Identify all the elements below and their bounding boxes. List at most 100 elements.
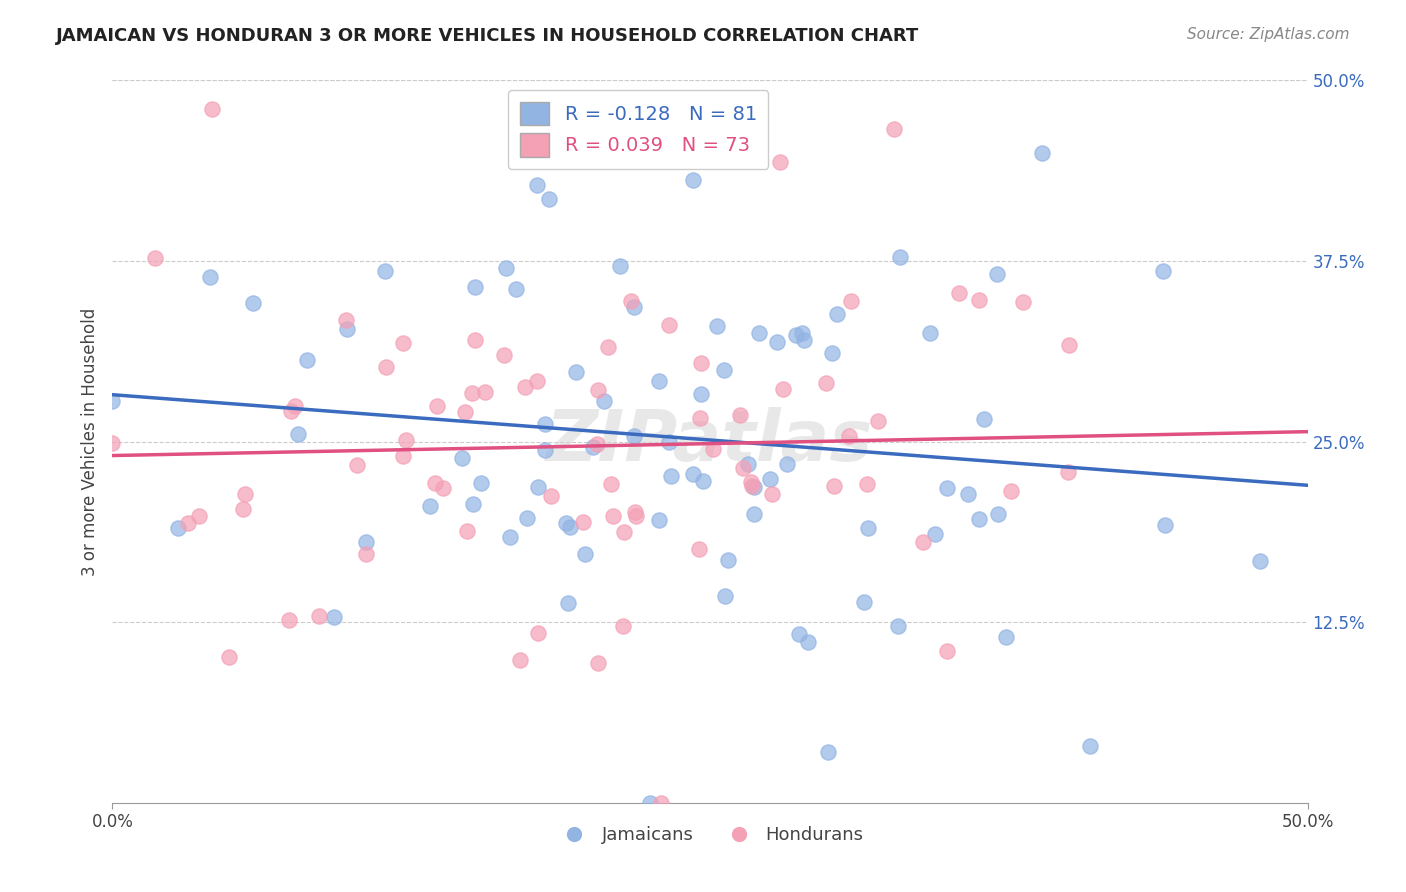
Jamaicans — [198, 270, 221, 285]
Jamaicans — [295, 352, 318, 367]
Hondurans — [883, 122, 905, 136]
Jamaicans — [717, 553, 740, 567]
Jamaicans — [623, 301, 645, 315]
Hondurans — [868, 414, 890, 428]
Jamaicans — [464, 280, 486, 294]
Hondurans — [375, 360, 398, 375]
Jamaicans — [1152, 264, 1174, 278]
Jamaicans — [825, 307, 848, 321]
Hondurans — [598, 340, 620, 354]
Jamaicans — [505, 282, 527, 296]
Jamaicans — [856, 521, 879, 535]
Hondurans — [839, 293, 862, 308]
Hondurans — [1057, 465, 1080, 479]
Jamaicans — [742, 480, 765, 494]
Jamaicans — [574, 547, 596, 561]
Hondurans — [1057, 337, 1080, 351]
Jamaicans — [555, 516, 578, 530]
Text: JAMAICAN VS HONDURAN 3 OR MORE VEHICLES IN HOUSEHOLD CORRELATION CHART: JAMAICAN VS HONDURAN 3 OR MORE VEHICLES … — [56, 27, 920, 45]
Jamaicans — [742, 507, 765, 521]
Hondurans — [474, 384, 496, 399]
Jamaicans — [785, 328, 807, 343]
Jamaicans — [101, 393, 124, 408]
Jamaicans — [790, 326, 813, 340]
Hondurans — [856, 477, 879, 491]
Jamaicans — [973, 412, 995, 426]
Hondurans — [623, 505, 645, 519]
Jamaicans — [918, 326, 941, 340]
Jamaicans — [659, 468, 682, 483]
Hondurans — [658, 318, 681, 333]
Hondurans — [585, 437, 607, 451]
Jamaicans — [956, 487, 979, 501]
Hondurans — [967, 293, 990, 307]
Jamaicans — [287, 427, 309, 442]
Jamaicans — [560, 520, 582, 534]
Jamaicans — [662, 102, 685, 116]
Hondurans — [232, 502, 254, 516]
Hondurans — [218, 650, 240, 665]
Jamaicans — [1031, 146, 1053, 161]
Jamaicans — [609, 259, 631, 273]
Hondurans — [461, 386, 484, 401]
Hondurans — [741, 479, 763, 493]
Hondurans — [432, 481, 454, 495]
Hondurans — [526, 374, 548, 388]
Hondurans — [346, 458, 368, 472]
Hondurans — [464, 334, 486, 348]
Jamaicans — [887, 619, 910, 633]
Jamaicans — [557, 596, 579, 610]
Hondurans — [527, 626, 550, 640]
Hondurans — [936, 644, 959, 658]
Jamaicans — [638, 796, 661, 810]
Hondurans — [740, 475, 762, 489]
Jamaicans — [537, 192, 560, 206]
Jamaicans — [534, 443, 557, 458]
Jamaicans — [692, 474, 714, 488]
Hondurans — [423, 475, 446, 490]
Jamaicans — [748, 326, 770, 340]
Jamaicans — [796, 635, 818, 649]
Hondurans — [391, 449, 413, 463]
Hondurans — [278, 613, 301, 627]
Jamaicans — [534, 417, 557, 431]
Text: Source: ZipAtlas.com: Source: ZipAtlas.com — [1187, 27, 1350, 42]
Hondurans — [772, 382, 794, 396]
Jamaicans — [889, 250, 911, 264]
Jamaicans — [470, 475, 492, 490]
Jamaicans — [994, 631, 1017, 645]
Hondurans — [492, 348, 515, 362]
Jamaicans — [714, 589, 737, 603]
Hondurans — [912, 535, 935, 549]
Hondurans — [586, 656, 609, 670]
Jamaicans — [706, 319, 728, 334]
Hondurans — [391, 336, 413, 351]
Hondurans — [612, 619, 634, 633]
Legend: Jamaicans, Hondurans: Jamaicans, Hondurans — [550, 819, 870, 852]
Jamaicans — [793, 333, 815, 347]
Jamaicans — [419, 500, 441, 514]
Jamaicans — [582, 440, 605, 454]
Hondurans — [588, 383, 610, 397]
Jamaicans — [354, 534, 377, 549]
Hondurans — [509, 653, 531, 667]
Hondurans — [823, 479, 845, 493]
Jamaicans — [516, 511, 538, 525]
Hondurans — [815, 376, 838, 391]
Hondurans — [101, 436, 124, 450]
Hondurans — [689, 411, 711, 425]
Hondurans — [143, 251, 166, 265]
Hondurans — [1000, 483, 1022, 498]
Jamaicans — [986, 268, 1008, 282]
Hondurans — [177, 516, 200, 530]
Jamaicans — [461, 497, 484, 511]
Hondurans — [335, 312, 357, 326]
Text: ZIPatlas: ZIPatlas — [547, 407, 873, 476]
Jamaicans — [499, 530, 522, 544]
Jamaicans — [495, 261, 517, 276]
Y-axis label: 3 or more Vehicles in Household: 3 or more Vehicles in Household — [80, 308, 98, 575]
Jamaicans — [526, 480, 548, 494]
Jamaicans — [713, 363, 735, 377]
Hondurans — [769, 155, 792, 169]
Jamaicans — [658, 434, 681, 449]
